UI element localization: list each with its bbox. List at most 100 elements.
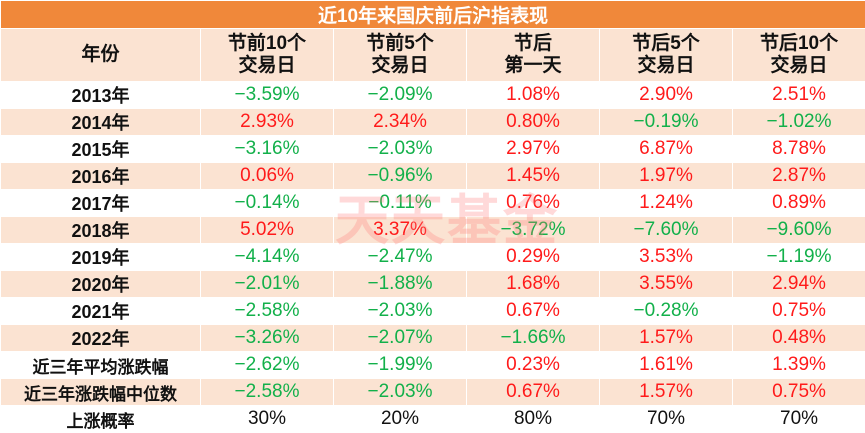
value-cell: −0.28%: [600, 298, 733, 325]
value-cell: 30%: [201, 406, 334, 433]
value-cell: 2.90%: [600, 82, 733, 109]
title-row: 近10年来国庆前后沪指表现: [1, 1, 865, 29]
value-cell: 3.53%: [600, 244, 733, 271]
value-cell: 1.61%: [600, 352, 733, 379]
row-label: 2016年: [1, 163, 201, 190]
value-cell: 2.87%: [733, 163, 865, 190]
table-row: 2013年−3.59%−2.09%1.08%2.90%2.51%: [1, 82, 865, 109]
value-cell: 1.45%: [467, 163, 600, 190]
column-header-line: 交易日: [201, 55, 333, 77]
value-cell: −2.03%: [334, 379, 467, 406]
value-cell: −2.47%: [334, 244, 467, 271]
value-cell: −2.62%: [201, 352, 334, 379]
value-cell: 2.97%: [467, 136, 600, 163]
value-cell: −0.96%: [334, 163, 467, 190]
value-cell: 2.94%: [733, 271, 865, 298]
table-row: 2015年−3.16%−2.03%2.97%6.87%8.78%: [1, 136, 865, 163]
value-cell: 1.24%: [600, 190, 733, 217]
value-cell: −1.02%: [733, 109, 865, 136]
value-cell: 70%: [600, 406, 733, 433]
table-row: 近三年涨跌幅中位数−2.58%−2.03%0.67%1.57%0.75%: [1, 379, 865, 406]
row-label: 2013年: [1, 82, 201, 109]
value-cell: 0.29%: [467, 244, 600, 271]
column-header-line: 节后5个: [600, 33, 732, 55]
value-cell: −3.72%: [467, 217, 600, 244]
column-header: 节前5个交易日: [334, 29, 467, 82]
value-cell: −0.11%: [334, 190, 467, 217]
value-cell: −1.19%: [733, 244, 865, 271]
column-header-line: 交易日: [733, 55, 865, 77]
row-label: 2015年: [1, 136, 201, 163]
value-cell: −2.09%: [334, 82, 467, 109]
table-row: 2017年−0.14%−0.11%0.76%1.24%0.89%: [1, 190, 865, 217]
value-cell: 2.51%: [733, 82, 865, 109]
column-header-line: 交易日: [334, 55, 466, 77]
value-cell: 0.67%: [467, 298, 600, 325]
value-cell: −7.60%: [600, 217, 733, 244]
column-header-line: 交易日: [600, 55, 732, 77]
table-row: 2019年−4.14%−2.47%0.29%3.53%−1.19%: [1, 244, 865, 271]
column-header-line: 第一天: [467, 55, 599, 77]
value-cell: 1.68%: [467, 271, 600, 298]
column-header-line: 节后: [467, 33, 599, 55]
value-cell: −2.58%: [201, 379, 334, 406]
table-row: 近三年平均涨跌幅−2.62%−1.99%0.23%1.61%1.39%: [1, 352, 865, 379]
column-header-line: 节前10个: [201, 33, 333, 55]
column-header: 节后5个交易日: [600, 29, 733, 82]
value-cell: 2.34%: [334, 109, 467, 136]
value-cell: −2.03%: [334, 136, 467, 163]
value-cell: 0.06%: [201, 163, 334, 190]
value-cell: −3.59%: [201, 82, 334, 109]
header-row: 年份节前10个交易日节前5个交易日节后第一天节后5个交易日节后10个交易日: [1, 29, 865, 82]
value-cell: 0.80%: [467, 109, 600, 136]
value-cell: 20%: [334, 406, 467, 433]
value-cell: −4.14%: [201, 244, 334, 271]
row-label: 2017年: [1, 190, 201, 217]
value-cell: 0.75%: [733, 298, 865, 325]
value-cell: −9.60%: [733, 217, 865, 244]
column-header: 节前10个交易日: [201, 29, 334, 82]
value-cell: 2.93%: [201, 109, 334, 136]
value-cell: 1.39%: [733, 352, 865, 379]
value-cell: −1.88%: [334, 271, 467, 298]
value-cell: 3.37%: [334, 217, 467, 244]
value-cell: −2.07%: [334, 325, 467, 352]
value-cell: −2.01%: [201, 271, 334, 298]
row-label: 2018年: [1, 217, 201, 244]
column-header: 年份: [1, 29, 201, 82]
value-cell: 1.57%: [600, 379, 733, 406]
column-header: 节后10个交易日: [733, 29, 865, 82]
value-cell: 1.97%: [600, 163, 733, 190]
value-cell: 0.48%: [733, 325, 865, 352]
value-cell: −1.99%: [334, 352, 467, 379]
value-cell: 8.78%: [733, 136, 865, 163]
table-row: 2020年−2.01%−1.88%1.68%3.55%2.94%: [1, 271, 865, 298]
row-label: 2019年: [1, 244, 201, 271]
value-cell: 70%: [733, 406, 865, 433]
value-cell: 80%: [467, 406, 600, 433]
row-label: 近三年涨跌幅中位数: [1, 379, 201, 406]
value-cell: −1.66%: [467, 325, 600, 352]
value-cell: −2.03%: [334, 298, 467, 325]
value-cell: −0.19%: [600, 109, 733, 136]
value-cell: 3.55%: [600, 271, 733, 298]
value-cell: 0.89%: [733, 190, 865, 217]
value-cell: 0.76%: [467, 190, 600, 217]
value-cell: −3.26%: [201, 325, 334, 352]
row-label: 2020年: [1, 271, 201, 298]
column-header-line: 节前5个: [334, 33, 466, 55]
value-cell: 1.57%: [600, 325, 733, 352]
value-cell: 0.23%: [467, 352, 600, 379]
column-header-line: 年份: [1, 44, 200, 66]
row-label: 2021年: [1, 298, 201, 325]
value-cell: −2.58%: [201, 298, 334, 325]
table-row: 2022年−3.26%−2.07%−1.66%1.57%0.48%: [1, 325, 865, 352]
value-cell: 0.67%: [467, 379, 600, 406]
